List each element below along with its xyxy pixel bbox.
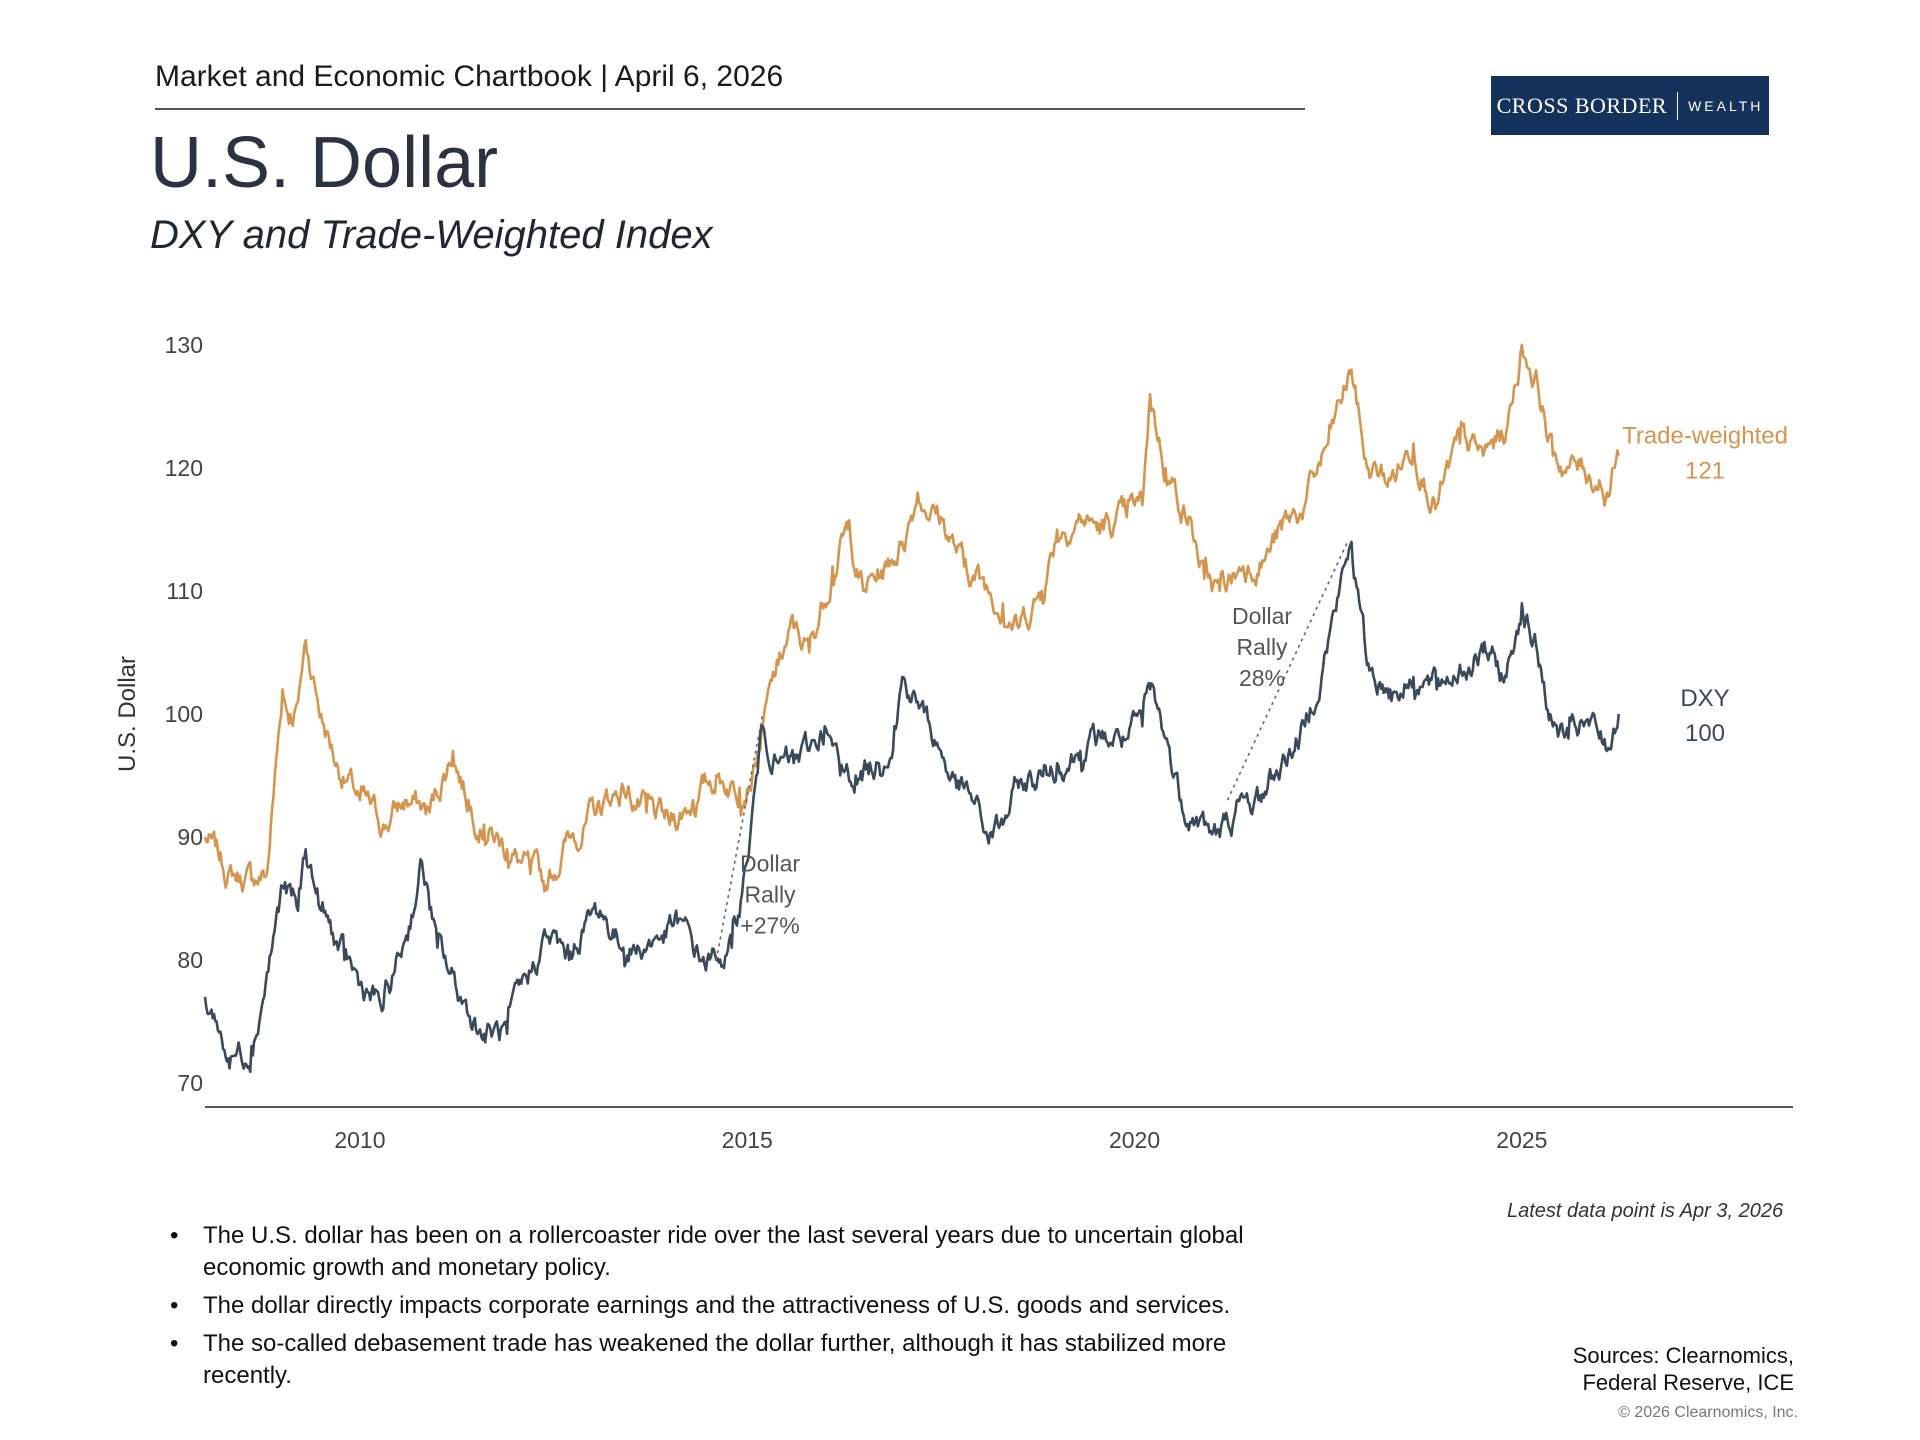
y-tick-label: 130: [165, 332, 203, 358]
page-title: U.S. Dollar: [150, 123, 499, 203]
y-tick-label: 70: [177, 1070, 203, 1096]
bullet-list: The U.S. dollar has been on a rollercoas…: [165, 1220, 1315, 1398]
y-tick-label: 80: [177, 947, 203, 973]
bullet-item: The dollar directly impacts corporate ea…: [165, 1290, 1315, 1322]
y-tick-label: 100: [165, 701, 203, 727]
dollar-line-chart: 70 80 90 100 110 120 130 2010 2015 2020 2025 U.S. D…: [114, 332, 1793, 1153]
header-divider: [155, 108, 1305, 110]
x-tick-label: 2020: [1109, 1127, 1160, 1153]
rally-annotation-text: Dollar: [740, 850, 800, 876]
rally-annotation-text: Dollar: [1232, 603, 1292, 629]
x-tick-label: 2015: [722, 1127, 773, 1153]
dxy-series-label: DXY: [1680, 685, 1729, 712]
y-tick-label: 90: [177, 824, 203, 850]
rally-annotation-text: 28%: [1239, 665, 1285, 691]
logo-separator: [1677, 91, 1679, 120]
page-subtitle: DXY and Trade-Weighted Index: [150, 213, 713, 257]
trade-weighted-series-line: [203, 343, 1620, 893]
cross-border-wealth-logo: CROSS BORDER WEALTH: [1491, 76, 1769, 135]
sources: Sources: Clearnomics, Federal Reserve, I…: [1573, 1342, 1794, 1396]
dxy-end-value: 100: [1685, 720, 1725, 747]
rally-annotation-text: Rally: [744, 881, 796, 907]
bullet-item: The U.S. dollar has been on a rollercoas…: [165, 1220, 1315, 1284]
x-tick-label: 2010: [334, 1127, 385, 1153]
rally-trend-line: [1226, 541, 1349, 801]
trade-weighted-series-label: Trade-weighted: [1622, 423, 1788, 450]
chartbook-header: Market and Economic Chartbook | April 6,…: [155, 60, 784, 93]
sources-line: Federal Reserve, ICE: [1582, 1370, 1794, 1395]
y-tick-label: 110: [166, 578, 203, 604]
logo-main-text: CROSS BORDER: [1496, 92, 1668, 118]
trade-weighted-end-value: 121: [1685, 458, 1725, 485]
x-tick-label: 2025: [1496, 1127, 1547, 1153]
y-tick-label: 120: [165, 455, 203, 481]
bullet-item: The so-called debasement trade has weake…: [165, 1328, 1315, 1392]
logo-sub-text: WEALTH: [1688, 97, 1764, 114]
y-axis-label: U.S. Dollar: [114, 656, 141, 772]
copyright: © 2026 Clearnomics, Inc.: [1618, 1404, 1798, 1421]
rally-annotation-text: +27%: [740, 912, 799, 938]
sources-line: Sources: Clearnomics,: [1572, 1343, 1794, 1368]
latest-data-note: Latest data point is Apr 3, 2026: [1507, 1200, 1784, 1222]
rally-annotation-text: Rally: [1236, 634, 1288, 660]
dxy-series-line: [203, 540, 1620, 1073]
